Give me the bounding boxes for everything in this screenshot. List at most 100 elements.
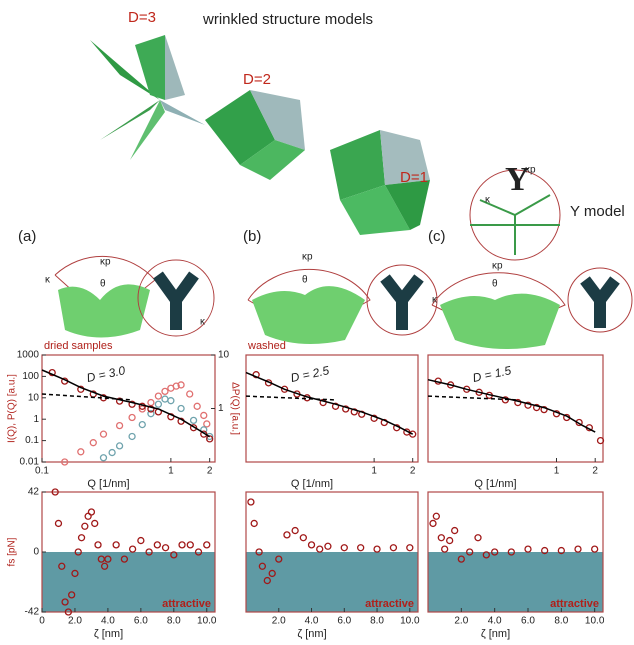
model-label: D=3	[128, 9, 156, 26]
data-point	[100, 455, 106, 461]
panel-subtitle: washed	[247, 340, 286, 352]
x-axis-label: Q [1/nm]	[87, 478, 129, 490]
panel-label: (c)	[428, 228, 446, 245]
x-tick-label: 6.0	[337, 616, 351, 627]
data-point	[452, 528, 458, 534]
data-point	[88, 509, 94, 515]
y-model-arms	[470, 195, 560, 255]
data-point	[100, 431, 106, 437]
x-tick-label: 4.0	[488, 616, 502, 627]
data-point	[55, 520, 61, 526]
x-axis-label: ζ [nm]	[297, 628, 326, 640]
region-label: attractive	[550, 598, 599, 610]
data-point	[154, 542, 160, 548]
plot-frame	[428, 355, 603, 462]
model-d2	[205, 90, 305, 180]
y-tick-label: 0	[33, 547, 39, 558]
x-tick-label: 8.0	[167, 616, 181, 627]
x-tick-label: 2	[592, 466, 598, 477]
x-tick-label: 2	[207, 466, 213, 477]
data-point	[407, 545, 413, 551]
inset-a	[55, 256, 214, 337]
data-point	[433, 513, 439, 519]
y-tick-label: 1	[33, 414, 39, 425]
data-point	[92, 520, 98, 526]
x-tick-label: 10.0	[400, 616, 420, 627]
angle-label: κp	[525, 165, 536, 176]
dimension-label: D = 3.0	[85, 363, 126, 385]
x-tick-label: 6.0	[134, 616, 148, 627]
angle-label: θ	[492, 279, 498, 290]
data-point	[139, 422, 145, 428]
inset-b	[248, 265, 437, 344]
y2-axis-label: ΔP(Q) [a.u.]	[229, 382, 240, 435]
angle-label: θ	[302, 275, 308, 286]
data-point	[204, 542, 210, 548]
data-point	[155, 393, 161, 399]
y-tick-label: 0.01	[20, 457, 40, 468]
inset-c	[432, 268, 632, 349]
angle-label: κ	[45, 275, 51, 286]
data-point	[78, 449, 84, 455]
data-point	[575, 546, 581, 552]
x-axis-label: Q [1/nm]	[474, 478, 516, 490]
y-tick-label: 1000	[17, 350, 40, 361]
region-label: attractive	[365, 598, 414, 610]
data-point	[129, 433, 135, 439]
model-label: D=1	[400, 169, 428, 186]
data-point	[204, 421, 210, 427]
y2-tick-label: 10	[218, 350, 230, 361]
y-axis-label: I(Q), P(Q) [a.u.]	[7, 374, 18, 443]
data-point	[168, 398, 174, 404]
panel-label: (a)	[18, 228, 36, 245]
data-point	[162, 388, 168, 394]
angle-label: κp	[492, 261, 503, 272]
y-axis-label: fs [pN]	[7, 537, 18, 566]
x-tick-label: 10.0	[585, 616, 605, 627]
data-point	[113, 542, 119, 548]
angle-label: κp	[100, 257, 111, 268]
data-point	[430, 520, 436, 526]
data-point	[117, 443, 123, 449]
x-axis-label: Q [1/nm]	[291, 478, 333, 490]
data-point	[284, 532, 290, 538]
data-point	[358, 545, 364, 551]
data-point	[79, 535, 85, 541]
data-point	[325, 543, 331, 549]
x-tick-label: 2.0	[272, 616, 286, 627]
x-tick-label: 2.0	[68, 616, 82, 627]
y-tick-label: 42	[28, 487, 40, 498]
data-point	[309, 542, 315, 548]
region-label: attractive	[162, 598, 211, 610]
data-point	[592, 546, 598, 552]
x-tick-label: 0	[39, 616, 45, 627]
x-tick-label: 1	[554, 466, 560, 477]
data-point	[187, 391, 193, 397]
data-point	[201, 412, 207, 418]
y-tick-label: 100	[22, 371, 39, 382]
x-tick-label: 10.0	[197, 616, 217, 627]
data-point	[82, 523, 88, 529]
data-point	[390, 545, 396, 551]
angle-label: κp	[302, 252, 313, 263]
data-point	[129, 415, 135, 421]
x-tick-label: 1	[168, 466, 174, 477]
data-point	[130, 546, 136, 552]
figure: wrinkled structure models D=3 D=2 D=1 (a…	[0, 0, 634, 645]
model-label: D=2	[243, 71, 271, 88]
data-point	[341, 545, 347, 551]
data-point	[442, 546, 448, 552]
data-point	[163, 545, 169, 551]
x-tick-label: 2	[410, 466, 416, 477]
data-point	[475, 535, 481, 541]
figure-title: wrinkled structure models	[202, 11, 373, 28]
x-tick-label: 8.0	[554, 616, 568, 627]
data-point	[179, 542, 185, 548]
data-point	[251, 520, 257, 526]
data-point	[194, 403, 200, 409]
data-point	[191, 417, 197, 423]
panel-subtitle: dried samples	[44, 340, 113, 352]
dimension-label: D = 2.5	[289, 363, 330, 385]
model-d3	[90, 35, 205, 160]
x-tick-label: 8.0	[370, 616, 384, 627]
